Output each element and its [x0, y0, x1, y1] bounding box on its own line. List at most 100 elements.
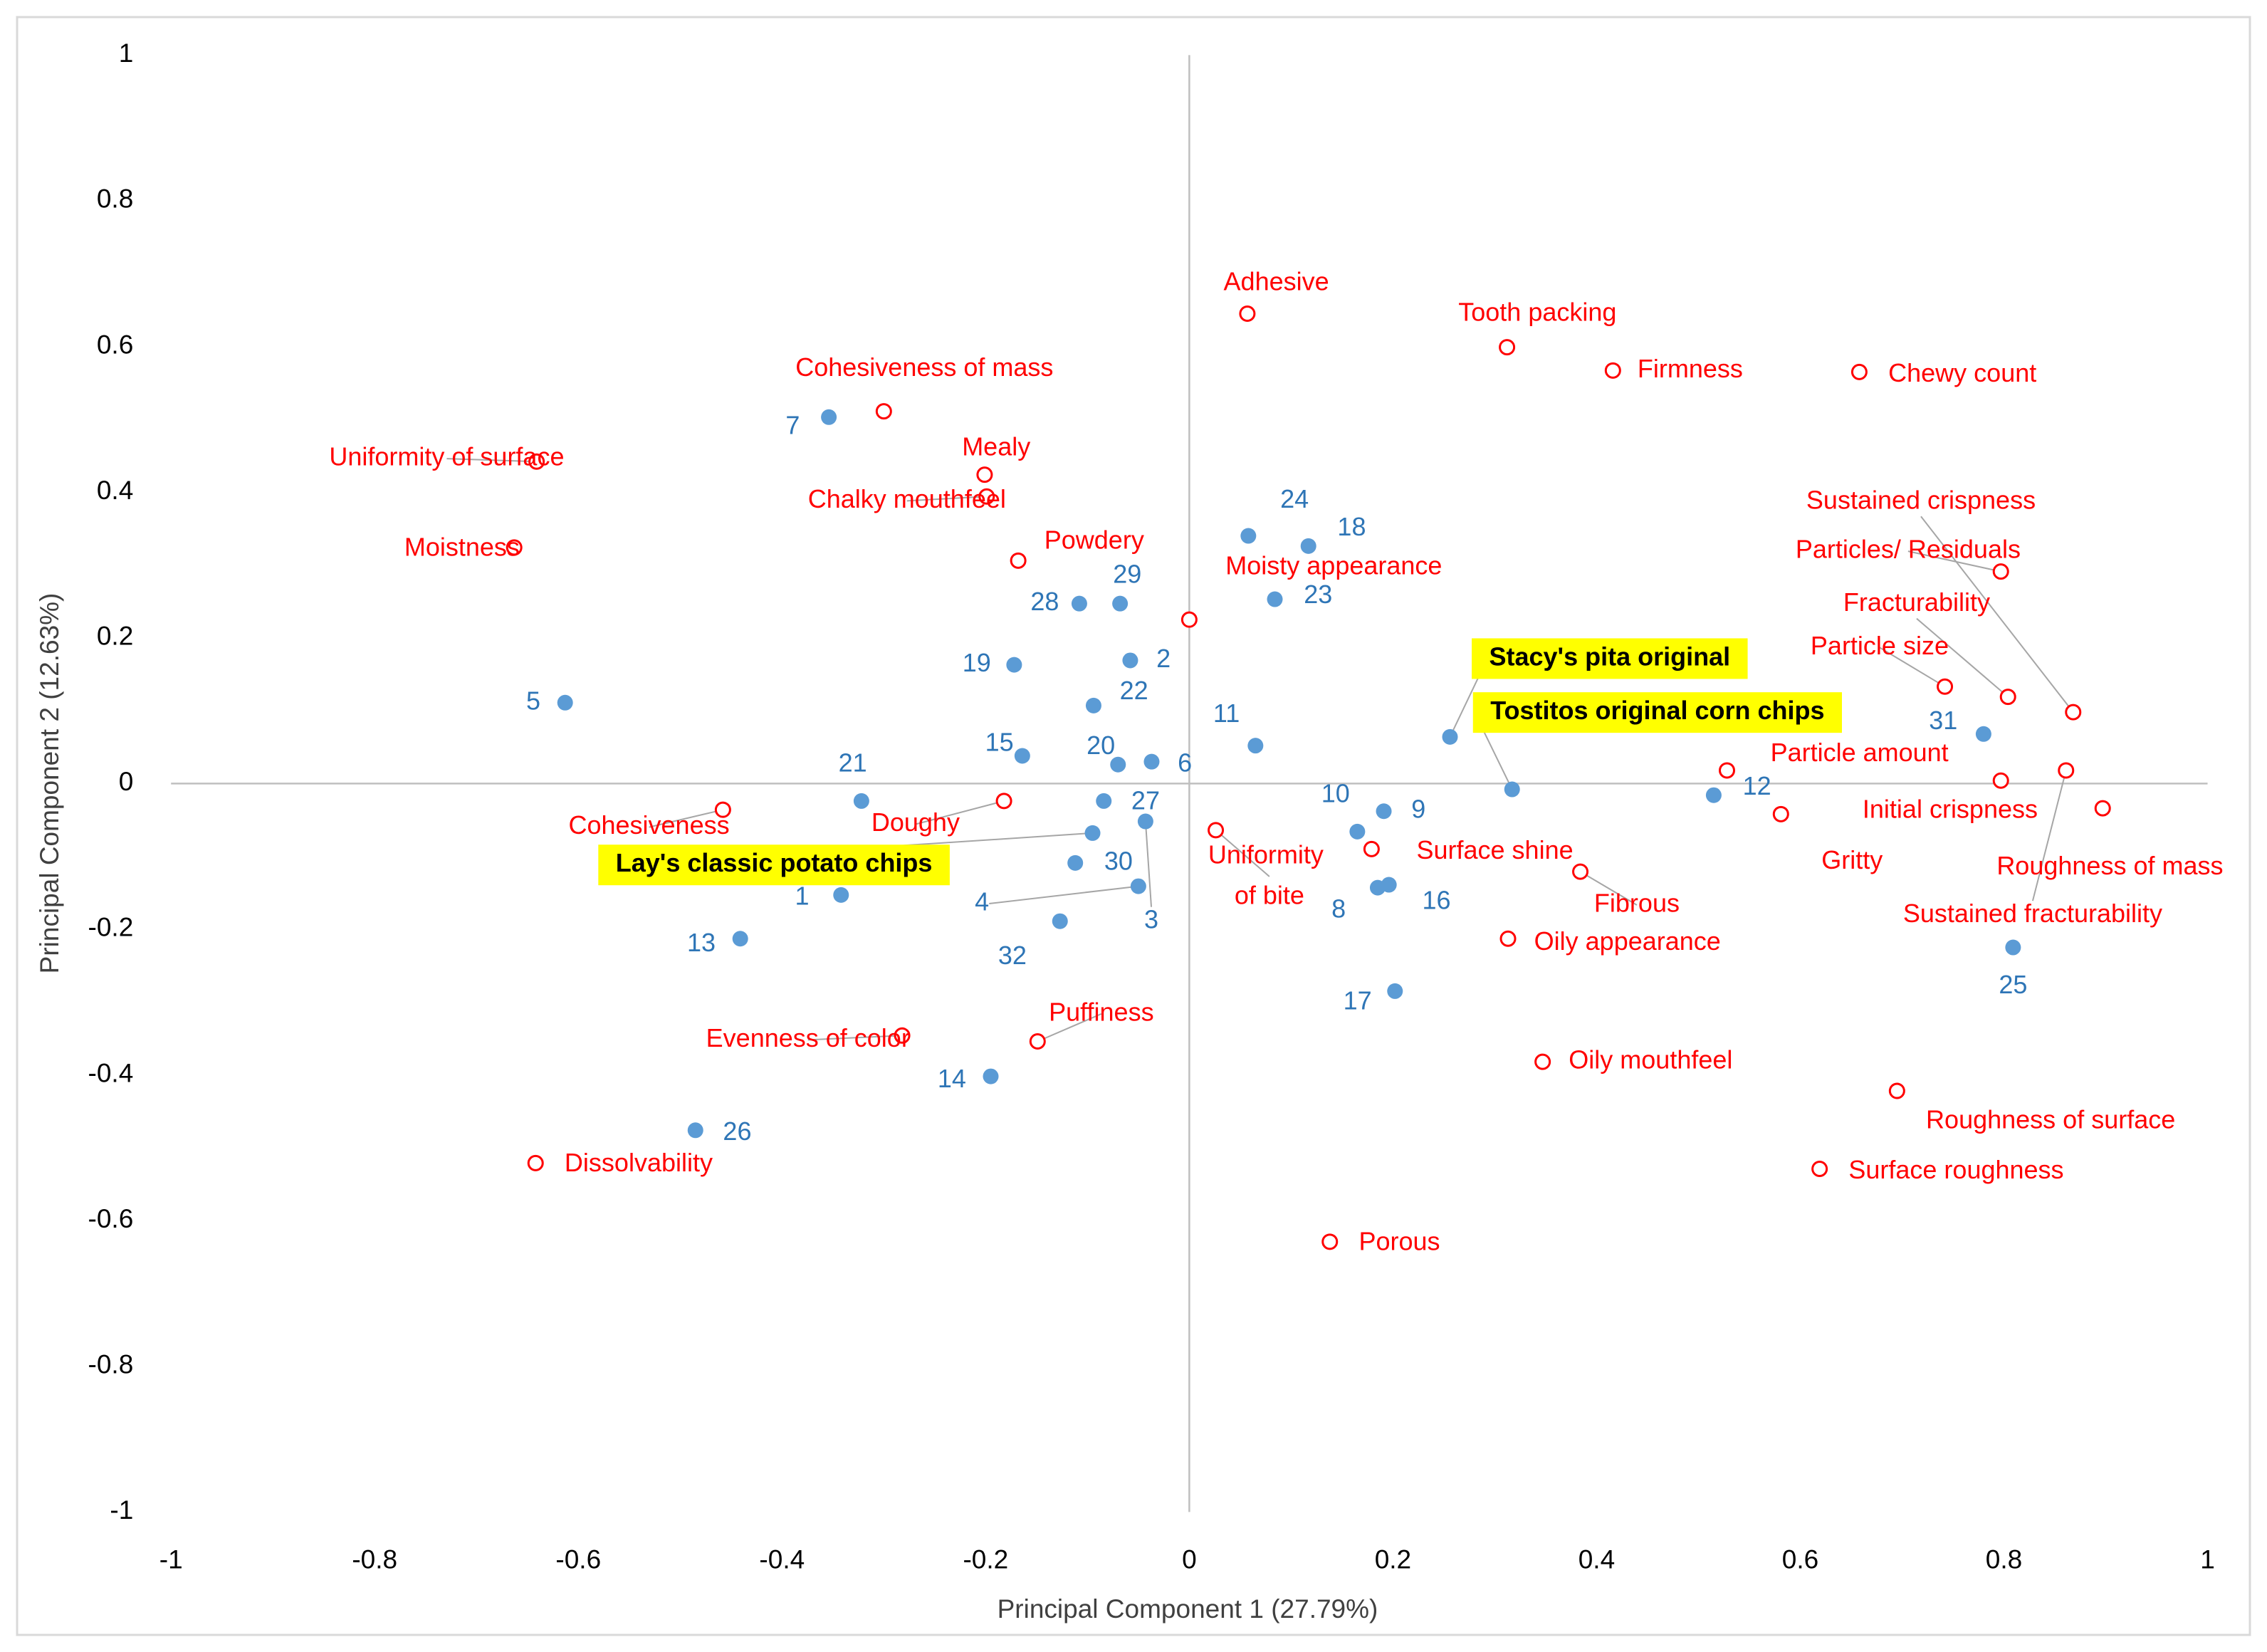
point-label: Porous [1358, 1226, 1440, 1255]
x-axis-label: Principal Component 1 (27.79%) [998, 1594, 1378, 1624]
point-label: 31 [1929, 706, 1957, 735]
point-label: 17 [1344, 986, 1372, 1015]
attribute-marker [527, 1154, 544, 1171]
y-tick-label: 0.8 [97, 184, 133, 214]
point-label: Surface shine [1416, 835, 1573, 864]
attribute-marker [1363, 840, 1380, 857]
y-tick-label: 1 [119, 38, 134, 68]
leader-line [1907, 550, 2001, 573]
point-label: Cohesiveness of mass [795, 352, 1053, 382]
attribute-marker [1718, 762, 1735, 779]
product-marker [1442, 728, 1458, 745]
chart-border [16, 16, 2251, 1636]
point-label: 21 [839, 748, 867, 778]
attribute-marker [1604, 362, 1621, 379]
y-tick-label: -0.4 [88, 1058, 134, 1087]
product-marker [1052, 913, 1068, 929]
x-tick-label: -0.2 [963, 1544, 1008, 1574]
point-label: 15 [985, 728, 1014, 757]
product-marker [853, 793, 869, 809]
x-tick-label: -0.4 [759, 1544, 805, 1574]
point-label: Uniformity of bite [1208, 840, 1331, 909]
leader-line [1916, 617, 2009, 698]
point-label: 29 [1113, 560, 1141, 589]
point-label: Roughness of mass [1996, 851, 2223, 880]
product-marker [732, 931, 748, 947]
attribute-marker [1180, 611, 1198, 628]
markers [506, 305, 2111, 1250]
attribute-marker [1999, 689, 2016, 706]
point-label: Initial crispness [1863, 795, 2038, 824]
leader-line [906, 496, 987, 502]
y-tick-label: -1 [110, 1495, 133, 1525]
leader-line [1215, 830, 1270, 877]
product-marker [1085, 697, 1101, 713]
point-label: Gritty [1821, 845, 1883, 874]
point-label: 23 [1304, 580, 1332, 609]
x-tick-label: 0.4 [1578, 1544, 1615, 1574]
label-line: of bite [1235, 880, 1304, 909]
attribute-marker [1208, 822, 1225, 839]
attribute-marker [995, 793, 1012, 810]
product-marker [1349, 823, 1366, 840]
product-marker [1084, 825, 1101, 841]
point-label: Moistness [404, 532, 520, 561]
point-label: 3 [1144, 905, 1158, 934]
product-marker [1137, 813, 1153, 830]
attribute-marker [894, 1027, 911, 1044]
leader-line [915, 800, 1005, 825]
point-label: 6 [1178, 748, 1192, 777]
point-label: Roughness of surface [1926, 1104, 2175, 1134]
x-tick-label: -0.8 [352, 1544, 397, 1574]
point-label: 13 [687, 928, 716, 957]
point-label: Moisty appearance [1225, 550, 1442, 580]
point-label: Cohesiveness [568, 810, 729, 840]
attribute-marker [1499, 339, 1516, 356]
attribute-marker [875, 403, 892, 420]
leader-line [649, 809, 723, 828]
point-label: Puffiness [1049, 997, 1153, 1026]
point-label: 22 [1120, 676, 1148, 705]
leader-line [1449, 672, 1482, 738]
product-marker [1240, 528, 1257, 544]
point-label: Sustained crispness [1806, 485, 2036, 514]
point-label: 25 [1999, 970, 2027, 999]
point-label: Tostitos original corn chips [1490, 696, 1824, 725]
point-label: 19 [963, 648, 991, 677]
attribute-marker [1534, 1053, 1551, 1070]
point-label: Mealy [962, 432, 1030, 461]
attribute-marker [714, 801, 731, 818]
leader-line [1879, 647, 1946, 688]
point-label: 16 [1423, 885, 1451, 914]
y-tick-label: -0.6 [88, 1204, 134, 1233]
attribute-marker [1029, 1032, 1046, 1050]
product-marker [1300, 538, 1316, 554]
point-label: 1 [795, 881, 809, 910]
label-line: Uniformity [1208, 840, 1331, 869]
attribute-marker [2058, 762, 2075, 779]
attribute-marker [1321, 1233, 1339, 1250]
x-tick-label: 0 [1182, 1544, 1197, 1574]
point-label: 20 [1087, 731, 1115, 760]
point-label: 32 [998, 941, 1027, 970]
x-tick-label: 0.2 [1375, 1544, 1411, 1574]
attribute-marker [1572, 863, 1589, 880]
label-highlight [1472, 638, 1748, 679]
attribute-marker [1850, 363, 1868, 380]
x-tick-label: 0.6 [1782, 1544, 1818, 1574]
y-tick-label: 0.4 [97, 476, 133, 505]
leader-line [1037, 1013, 1102, 1042]
product-marker [1705, 787, 1722, 803]
point-label: Chewy count [1888, 358, 2036, 387]
product-marker [1096, 793, 1112, 809]
y-axis-label: Principal Component 2 (12.63%) [35, 593, 64, 974]
point-label: Stacy's pita original [1489, 642, 1730, 671]
point-label: 4 [975, 887, 989, 916]
attribute-marker [2094, 800, 2111, 817]
product-marker [1067, 854, 1084, 871]
point-label: Firmness [1638, 354, 1743, 383]
point-label: Particle size [1811, 631, 1949, 660]
x-tick-label: 0.8 [1986, 1544, 2022, 1574]
point-label: 9 [1411, 795, 1425, 824]
